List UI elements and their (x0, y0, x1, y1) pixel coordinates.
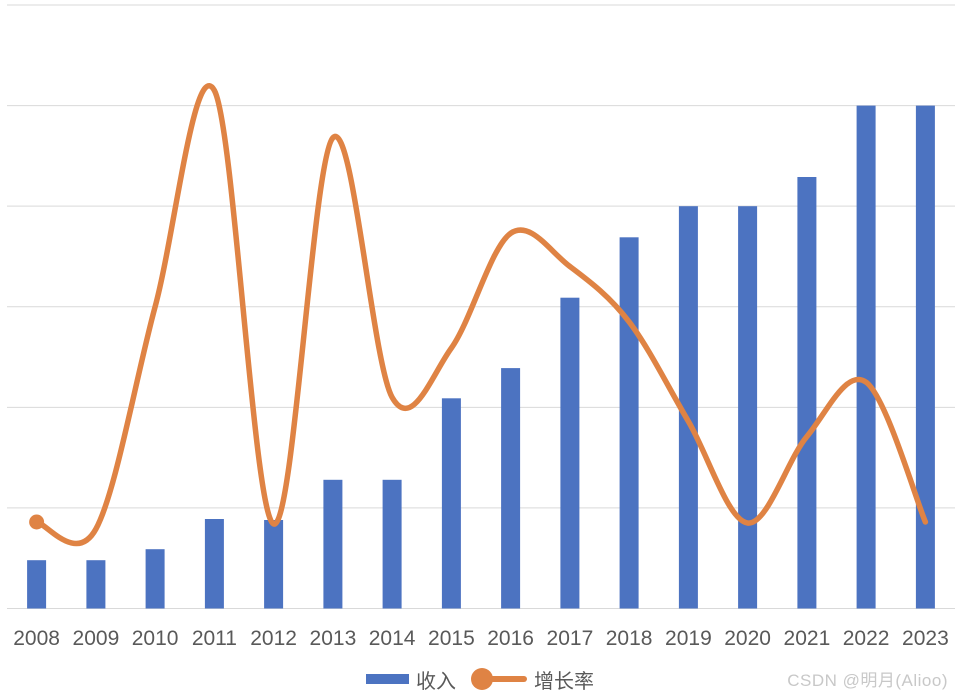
bar-2018 (619, 237, 639, 609)
line-marker-icon (471, 668, 527, 690)
x-tick-2015: 2015 (428, 627, 475, 650)
bar-2008 (27, 560, 47, 609)
x-tick-2019: 2019 (665, 627, 712, 650)
bar-2012 (264, 520, 284, 609)
legend: 收入 增长率 (0, 665, 960, 693)
legend-label-revenue: 收入 (416, 670, 456, 693)
bar-2023 (915, 105, 935, 609)
bar-2020 (738, 206, 758, 609)
legend-item-revenue: 收入 (366, 665, 456, 693)
first-point-marker (29, 514, 45, 530)
x-tick-2009: 2009 (73, 627, 120, 650)
bar-2013 (323, 479, 343, 609)
legend-label-growth-rate: 增长率 (534, 670, 594, 693)
x-tick-2011: 2011 (192, 627, 237, 650)
chart-plot-area: 2008 2009 2010 2011 2012 2013 2014 2015 2016 2017… (7, 4, 955, 650)
x-tick-2023: 2023 (902, 627, 949, 650)
x-tick-2010: 2010 (132, 627, 179, 650)
bar-series-revenue (27, 105, 935, 609)
x-tick-2017: 2017 (547, 627, 594, 650)
x-tick-2021: 2021 (784, 627, 831, 650)
bar-2021 (797, 177, 817, 609)
bar-2009 (86, 560, 106, 609)
x-tick-2016: 2016 (487, 627, 534, 650)
bar-2017 (560, 297, 580, 609)
x-axis-labels: 2008 2009 2010 2011 2012 2013 2014 2015 2016 2017… (13, 627, 949, 650)
gridlines (7, 4, 955, 609)
bar-2010 (145, 549, 165, 609)
x-tick-2014: 2014 (369, 627, 416, 650)
bar-2022 (856, 105, 876, 609)
x-tick-2012: 2012 (250, 627, 297, 650)
x-tick-2020: 2020 (724, 627, 771, 650)
legend-item-growth-rate: 增长率 (471, 665, 594, 693)
x-tick-2022: 2022 (843, 627, 890, 650)
x-tick-2008: 2008 (13, 627, 60, 650)
bar-2011 (204, 519, 224, 609)
line-series-growth-rate (29, 83, 929, 547)
bar-2016 (501, 368, 521, 609)
watermark: CSDN @明月(Alioo) (787, 671, 948, 690)
bar-2014 (382, 479, 402, 609)
growth-rate-curve (33, 83, 929, 547)
x-tick-2018: 2018 (606, 627, 653, 650)
bar-2019 (678, 206, 698, 609)
legend-line-sample (481, 676, 527, 682)
x-tick-2013: 2013 (310, 627, 357, 650)
bar-swatch-icon (366, 674, 409, 684)
legend-dot-sample (471, 668, 493, 690)
bar-2015 (441, 398, 461, 609)
